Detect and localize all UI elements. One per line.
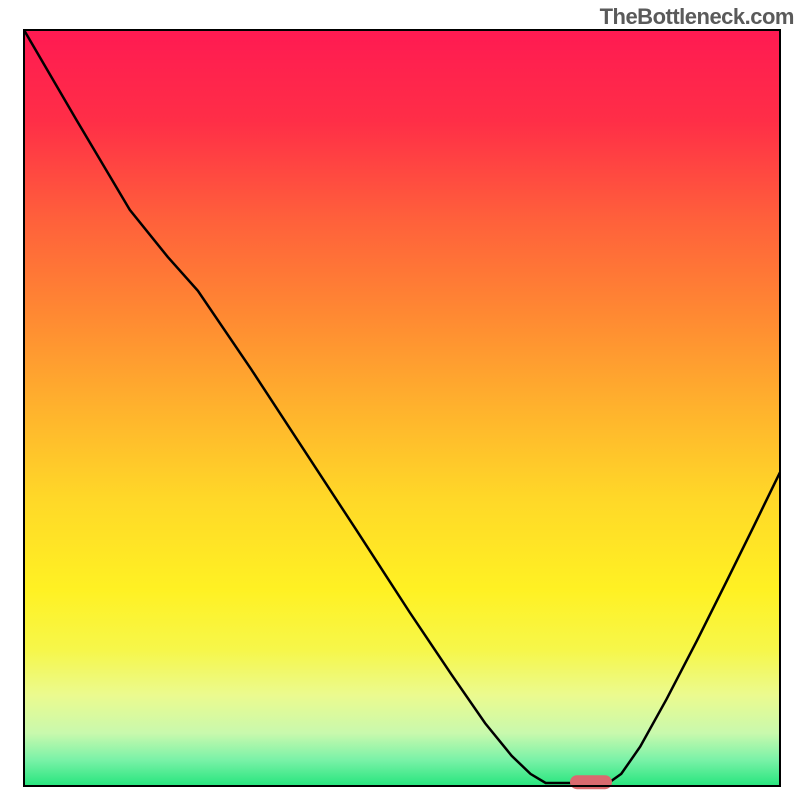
watermark-text: TheBottleneck.com [600,4,794,30]
gradient-background [24,30,780,786]
bottleneck-chart [0,0,800,800]
optimal-marker [570,775,612,789]
chart-svg [0,0,800,800]
